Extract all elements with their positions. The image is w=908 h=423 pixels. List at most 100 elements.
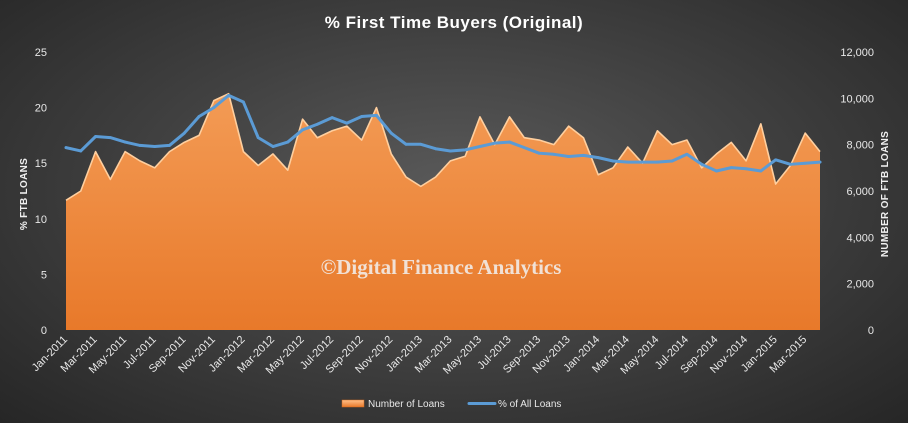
area-point-jan-2011	[65, 199, 67, 201]
y-tick-left-0: 0	[41, 325, 47, 337]
area-point-jul-2011	[154, 167, 156, 169]
line-point-oct-2011	[197, 115, 201, 118]
area-point-feb-2011	[80, 190, 82, 192]
y-axis-title-left: % FTB LOANS	[19, 158, 30, 230]
line-point-oct-2013	[552, 152, 556, 156]
line-point-may-2012	[301, 128, 304, 132]
area-point-jun-2012	[316, 137, 318, 139]
line-point-jul-2011	[153, 145, 157, 148]
line-percent-of-all-loans	[64, 93, 822, 173]
area-point-jul-2013	[508, 116, 510, 118]
area-point-sep-2014	[715, 153, 717, 155]
y-tick-left-15: 15	[35, 158, 47, 170]
line-point-jan-2015	[774, 158, 778, 162]
line-point-mar-2013	[448, 149, 452, 153]
line-point-feb-2011	[79, 149, 83, 153]
line-point-jan-2014	[596, 156, 600, 160]
line-point-oct-2014	[729, 166, 733, 170]
line-point-mar-2011	[94, 135, 97, 138]
x-axis-ticks: Jan-2011Mar-2011May-2011Jul-2011Sep-2011…	[30, 334, 810, 377]
y-tick-right-10000: 10,000	[840, 93, 874, 105]
y-tick-right-4000: 4,000	[846, 232, 874, 244]
line-point-dec-2014	[759, 169, 763, 173]
line-point-mar-2014	[626, 160, 630, 164]
line-point-dec-2012	[404, 142, 408, 146]
line-point-apr-2015	[818, 160, 822, 164]
chart-title: % First Time Buyers (Original)	[325, 13, 583, 32]
legend: Number of Loans % of All Loans	[341, 399, 561, 410]
line-point-may-2013	[478, 145, 482, 148]
line-point-feb-2014	[611, 159, 615, 163]
line-point-nov-2011	[212, 106, 216, 109]
line-point-aug-2012	[345, 121, 349, 125]
area-point-apr-2011	[109, 178, 111, 180]
y-tick-left-5: 5	[41, 269, 47, 281]
area-point-aug-2012	[346, 125, 348, 127]
line-point-sep-2014	[715, 169, 718, 173]
y-tick-left-10: 10	[35, 214, 47, 226]
line-point-jun-2014	[670, 159, 674, 163]
area-point-may-2013	[479, 116, 481, 118]
area-point-nov-2011	[213, 99, 215, 101]
line-point-apr-2011	[108, 136, 112, 140]
line-point-feb-2013	[434, 147, 438, 151]
area-point-jan-2013	[420, 185, 422, 187]
area-point-feb-2012	[257, 164, 259, 166]
y-tick-right-2000: 2,000	[846, 279, 874, 291]
line-point-feb-2015	[789, 162, 792, 166]
line-point-jul-2014	[685, 152, 689, 156]
y-tick-left-20: 20	[35, 103, 47, 115]
line-point-sep-2011	[182, 131, 186, 135]
legend-label-number-of-loans: Number of Loans	[368, 399, 445, 410]
y-tick-right-6000: 6,000	[846, 186, 874, 198]
area-point-dec-2013	[582, 137, 584, 139]
line-point-nov-2014	[744, 167, 748, 171]
area-point-jul-2012	[331, 130, 333, 132]
area-point-dec-2014	[760, 123, 762, 125]
area-point-jun-2011	[139, 160, 141, 162]
y-tick-right-8000: 8,000	[846, 140, 874, 152]
area-point-jul-2014	[686, 139, 688, 141]
line-point-apr-2014	[641, 160, 644, 164]
line-point-aug-2011	[168, 144, 171, 147]
legend-label-percent-of-all-loans: % of All Loans	[498, 399, 561, 410]
area-point-sep-2012	[360, 139, 362, 141]
line-point-aug-2013	[522, 146, 526, 150]
area-point-mar-2012	[272, 153, 274, 155]
area-number-of-loans	[66, 93, 820, 330]
area-point-oct-2014	[730, 141, 732, 143]
y-axis-right-ticks: 0 2,000 4,000 6,000 8,000 10,000 12,000	[840, 47, 874, 337]
area-point-jan-2015	[774, 183, 776, 185]
area-point-mar-2015	[804, 132, 806, 134]
area-point-mar-2013	[449, 160, 451, 162]
watermark: ©Digital Finance Analytics	[321, 255, 562, 279]
y-tick-left-25: 25	[35, 47, 47, 59]
area-point-may-2011	[124, 150, 126, 152]
line-point-jan-2013	[419, 142, 423, 146]
area-point-oct-2011	[198, 134, 200, 136]
line-point-aug-2014	[700, 162, 704, 166]
area-point-aug-2013	[523, 137, 525, 139]
area-series-layer	[65, 92, 821, 330]
line-point-mar-2012	[271, 145, 275, 148]
area-top-edge	[65, 92, 821, 201]
area-point-apr-2015	[819, 150, 821, 152]
line-point-sep-2013	[537, 151, 541, 155]
line-point-jun-2013	[493, 141, 497, 145]
area-point-mar-2011	[94, 150, 96, 152]
line-point-jan-2012	[242, 100, 245, 104]
line-point-feb-2012	[256, 136, 260, 140]
area-point-apr-2012	[287, 169, 289, 171]
area-point-nov-2013	[567, 125, 569, 127]
line-point-apr-2012	[286, 140, 290, 144]
line-point-jul-2012	[330, 116, 334, 120]
line-point-nov-2013	[567, 155, 571, 158]
line-point-may-2014	[655, 160, 659, 164]
line-point-nov-2012	[389, 131, 393, 135]
y-tick-right-12000: 12,000	[840, 47, 874, 59]
area-point-jun-2014	[671, 143, 673, 145]
area-point-dec-2012	[405, 176, 407, 178]
y-axis-title-right: NUMBER OF FTB LOANS	[880, 131, 891, 257]
area-point-sep-2011	[183, 141, 185, 143]
